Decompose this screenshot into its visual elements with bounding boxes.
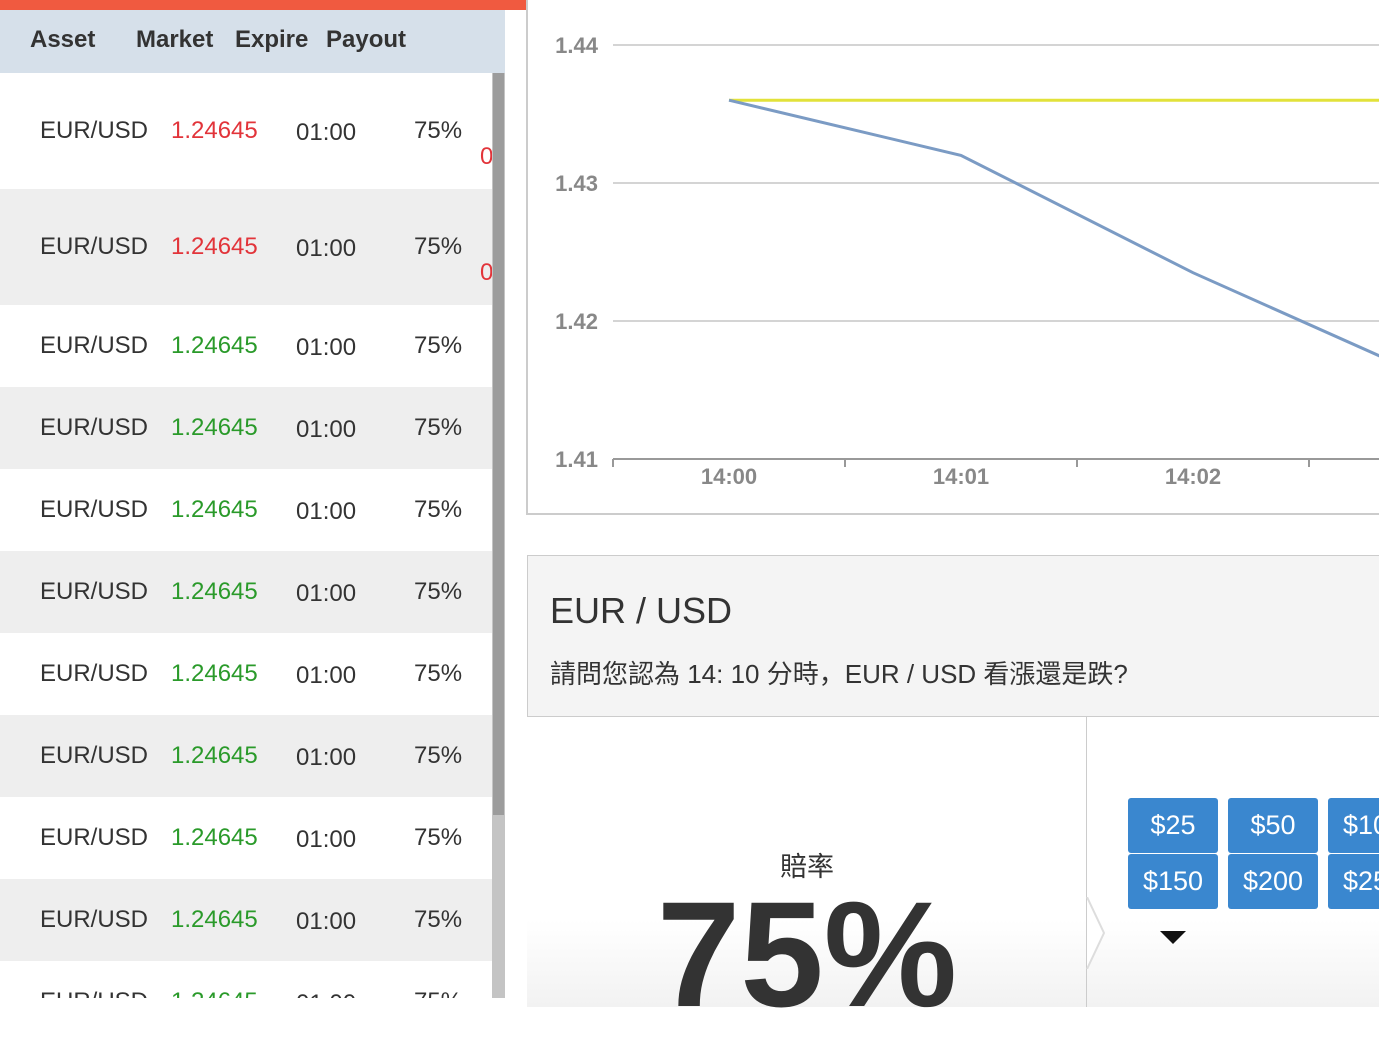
amount-button[interactable]: $150 xyxy=(1128,854,1218,909)
payout: 75% xyxy=(414,988,462,998)
asset-row[interactable]: EUR/USD 1.24645 01:00 75% 0 xyxy=(0,73,492,189)
asset-name: EUR/USD xyxy=(40,496,149,523)
divider xyxy=(1086,717,1087,1007)
amount-button[interactable]: $50 xyxy=(1228,798,1318,853)
expire-time: 01:00 xyxy=(296,235,357,262)
expire-time: 01:00 xyxy=(296,826,357,853)
payout: 75% xyxy=(414,496,463,523)
asset-name: EUR/USD xyxy=(40,742,149,769)
expire-time: 01:00 xyxy=(296,580,357,607)
header-cell: Market xyxy=(136,26,214,53)
asset-name: EUR/USD xyxy=(40,578,149,605)
expire-time: 01:00 xyxy=(296,744,357,771)
expire-time: 01:00 xyxy=(296,119,357,146)
expire-time: 01:00 xyxy=(296,416,357,443)
asset-row[interactable]: EUR/USD 1.24645 01:00 75% xyxy=(0,715,492,797)
asset-row[interactable]: EUR/USD 1.24645 01:00 75% xyxy=(0,551,492,633)
divider-notch xyxy=(1086,897,1106,969)
trade-title: EUR / USD xyxy=(550,590,733,631)
header-cell: Asset xyxy=(30,26,96,53)
header-cell: Expire xyxy=(235,26,309,53)
series-line xyxy=(728,98,1379,358)
asset-name: EUR/USD xyxy=(40,660,149,687)
payout-label: 賠率 xyxy=(780,852,834,882)
market-price: 1.24645 xyxy=(171,496,258,523)
x-tick-label: 14:02 xyxy=(1165,464,1221,489)
alert-note: 0 xyxy=(480,143,492,170)
market-price: 1.24645 xyxy=(171,117,258,144)
asset-row[interactable]: EUR/USD 1.24645 01:00 75% xyxy=(0,305,492,387)
expire-time: 01:00 xyxy=(296,498,357,525)
y-tick-label: 1.42 xyxy=(555,309,598,334)
payout: 75% xyxy=(414,906,463,933)
market-price: 1.24645 xyxy=(171,824,258,851)
chart-frame xyxy=(526,0,1379,515)
market-price: 1.24645 xyxy=(171,332,258,359)
expire-time: 01:00 xyxy=(296,334,357,361)
expire-time: 01:00 xyxy=(296,662,357,689)
payout: 75% xyxy=(414,578,463,605)
market-price: 1.24645 xyxy=(171,988,258,998)
amount-button[interactable]: $200 xyxy=(1228,854,1318,909)
asset-name: EUR/USD xyxy=(40,824,149,851)
amount-buttons: $25$50$100 $150$200$250 xyxy=(1128,798,1379,918)
asset-name: EUR/USD xyxy=(40,906,149,933)
expire-time: 01:00 xyxy=(296,990,356,998)
expire-time: 01:00 xyxy=(296,908,357,935)
header-cell: Payout xyxy=(326,26,407,53)
asset-name: EUR/USD xyxy=(40,233,149,260)
y-tick-label: 1.41 xyxy=(555,447,598,472)
asset-row[interactable]: EUR/USD 1.24645 01:00 75% xyxy=(0,961,492,998)
alert-note: 0 xyxy=(480,259,492,286)
market-price: 1.24645 xyxy=(171,578,258,605)
payout: 75% xyxy=(414,414,463,441)
trade-body: 賠率 75% $25$50$100$150$200$250 xyxy=(527,716,1379,1029)
amount-button[interactable]: $25 xyxy=(1128,798,1218,853)
market-price: 1.24645 xyxy=(171,660,258,687)
payout: 75% xyxy=(414,660,463,687)
amount-button[interactable]: $250 xyxy=(1328,854,1379,909)
asset-row[interactable]: EUR/USD 1.24645 01:00 75% xyxy=(0,469,492,551)
asset-name: EUR/USD xyxy=(40,988,148,998)
asset-row[interactable]: EUR/USD 1.24645 01:00 75% xyxy=(0,879,492,961)
chart: 1.41 1.42 1.43 1.44 14:00 14:01 14:02 xyxy=(526,0,1379,515)
asset-name: EUR/USD xyxy=(40,332,149,359)
y-tick-label: 1.44 xyxy=(555,33,599,58)
table-header: Asset Market Expire Payout xyxy=(0,10,505,73)
trade-question: 請問您認為 14: 10 分時，EUR / USD 看漲還是跌? xyxy=(550,659,1128,689)
asset-row[interactable]: EUR/USD 1.24645 01:00 75% xyxy=(0,633,492,715)
payout: 75% xyxy=(414,824,463,851)
market-price: 1.24645 xyxy=(171,233,258,260)
dropdown-arrow[interactable] xyxy=(1160,931,1186,945)
asset-row[interactable]: EUR/USD 1.24645 01:00 75% xyxy=(0,387,492,469)
payout: 75% xyxy=(414,332,463,359)
asset-name: EUR/USD xyxy=(40,117,149,144)
asset-row[interactable]: EUR/USD 1.24645 01:00 75% 0 xyxy=(0,189,492,305)
payout: 75% xyxy=(414,742,463,769)
scrollbar-thumb[interactable] xyxy=(493,73,504,815)
payout: 75% xyxy=(414,233,463,260)
x-tick-label: 14:01 xyxy=(933,464,989,489)
asset-name: EUR/USD xyxy=(40,414,149,441)
market-price: 1.24645 xyxy=(171,906,258,933)
y-tick-label: 1.43 xyxy=(555,171,598,196)
market-price: 1.24645 xyxy=(171,742,258,769)
market-price: 1.24645 xyxy=(171,414,258,441)
asset-row[interactable]: EUR/USD 1.24645 01:00 75% xyxy=(0,797,492,879)
payout-value: 75% xyxy=(656,870,958,1038)
asset-list: EUR/USD 1.24645 01:00 75% 0 EUR/USD 1.24645 01:… xyxy=(0,73,492,998)
amount-button[interactable]: $100 xyxy=(1328,798,1379,853)
x-tick-label: 14:00 xyxy=(701,464,757,489)
payout: 75% xyxy=(414,117,463,144)
